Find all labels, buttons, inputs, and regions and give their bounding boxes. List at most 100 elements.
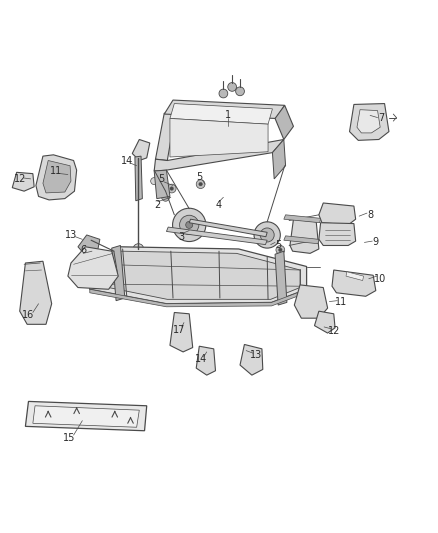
Circle shape: [343, 211, 347, 215]
Circle shape: [179, 323, 184, 328]
Circle shape: [309, 237, 313, 241]
Circle shape: [196, 180, 205, 189]
Circle shape: [302, 237, 307, 241]
Circle shape: [236, 87, 244, 96]
Circle shape: [309, 231, 313, 236]
Circle shape: [337, 211, 342, 215]
Circle shape: [343, 216, 347, 221]
Polygon shape: [170, 118, 268, 157]
Circle shape: [179, 330, 184, 336]
Text: 5: 5: [158, 174, 164, 184]
Polygon shape: [78, 235, 100, 257]
Polygon shape: [166, 227, 267, 245]
Circle shape: [167, 184, 176, 193]
Polygon shape: [12, 172, 34, 191]
Circle shape: [332, 206, 336, 210]
Polygon shape: [33, 406, 139, 427]
Circle shape: [302, 225, 307, 229]
Polygon shape: [284, 236, 319, 244]
Circle shape: [173, 208, 206, 241]
Text: 4: 4: [216, 200, 222, 210]
Polygon shape: [314, 311, 335, 333]
Circle shape: [337, 216, 342, 221]
Polygon shape: [154, 140, 284, 171]
Text: 14: 14: [194, 354, 207, 365]
Polygon shape: [350, 103, 389, 140]
Polygon shape: [155, 113, 175, 160]
Polygon shape: [319, 223, 356, 246]
Polygon shape: [95, 251, 300, 300]
Circle shape: [254, 222, 280, 248]
Circle shape: [199, 182, 202, 186]
Circle shape: [186, 221, 193, 229]
Circle shape: [325, 206, 330, 210]
Text: 16: 16: [22, 310, 35, 320]
Polygon shape: [85, 247, 307, 304]
Polygon shape: [170, 103, 272, 124]
Circle shape: [325, 211, 330, 215]
Circle shape: [302, 231, 307, 236]
Text: 17: 17: [173, 325, 185, 335]
Text: 7: 7: [378, 112, 384, 123]
Polygon shape: [319, 203, 356, 225]
Text: 13: 13: [65, 230, 78, 240]
Circle shape: [162, 188, 169, 195]
Circle shape: [179, 316, 184, 321]
Text: 15: 15: [63, 433, 75, 443]
Polygon shape: [284, 215, 321, 223]
Text: 5: 5: [196, 172, 202, 182]
Circle shape: [279, 248, 282, 252]
Circle shape: [179, 338, 184, 344]
Circle shape: [219, 89, 228, 98]
Polygon shape: [272, 140, 286, 179]
Polygon shape: [346, 272, 364, 280]
Text: 3: 3: [179, 232, 185, 242]
Circle shape: [325, 216, 330, 221]
Circle shape: [302, 243, 307, 248]
Circle shape: [180, 215, 199, 235]
Circle shape: [151, 177, 158, 184]
Polygon shape: [332, 270, 376, 296]
Text: 12: 12: [14, 174, 26, 184]
Text: 5: 5: [275, 240, 281, 249]
Circle shape: [332, 211, 336, 215]
Circle shape: [228, 83, 237, 91]
Circle shape: [260, 228, 274, 242]
Polygon shape: [275, 251, 287, 305]
Polygon shape: [290, 219, 319, 253]
Polygon shape: [170, 312, 193, 352]
Circle shape: [295, 237, 299, 241]
Text: 8: 8: [367, 210, 373, 220]
Text: 6: 6: [80, 245, 86, 255]
Polygon shape: [164, 100, 285, 118]
Circle shape: [295, 243, 299, 248]
Polygon shape: [20, 261, 52, 324]
Polygon shape: [154, 170, 170, 199]
Circle shape: [309, 225, 313, 229]
Text: 11: 11: [50, 166, 62, 176]
Polygon shape: [132, 140, 150, 160]
Circle shape: [162, 193, 170, 201]
Polygon shape: [135, 156, 142, 201]
Polygon shape: [275, 106, 293, 140]
Text: 13: 13: [250, 350, 262, 360]
Circle shape: [276, 246, 285, 254]
Polygon shape: [196, 346, 215, 375]
Circle shape: [332, 216, 336, 221]
Text: 10: 10: [374, 274, 386, 284]
Circle shape: [295, 225, 299, 229]
Polygon shape: [357, 110, 380, 133]
Circle shape: [343, 206, 347, 210]
Polygon shape: [68, 247, 118, 289]
Text: 12: 12: [328, 326, 340, 336]
Polygon shape: [294, 285, 328, 318]
Polygon shape: [189, 219, 267, 237]
Polygon shape: [43, 160, 71, 193]
Circle shape: [170, 187, 173, 190]
Polygon shape: [36, 155, 77, 200]
Text: 1: 1: [225, 110, 231, 120]
Polygon shape: [25, 401, 147, 431]
Circle shape: [133, 244, 144, 254]
Text: 11: 11: [335, 297, 347, 308]
Polygon shape: [112, 246, 125, 301]
